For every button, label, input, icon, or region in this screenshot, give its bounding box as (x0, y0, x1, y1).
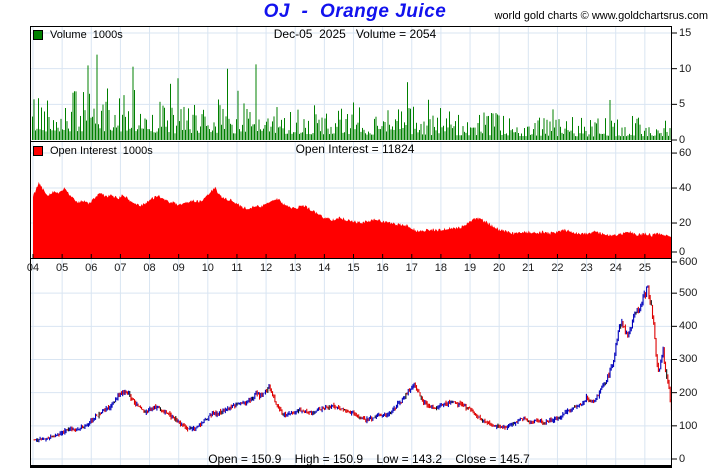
y-axis-tick-label: 60 (679, 147, 692, 160)
open-interest-readout: Open Interest = 11824 (295, 142, 415, 156)
x-axis-tick-label: 17 (405, 262, 418, 274)
x-axis-tick-label: 18 (434, 262, 448, 274)
y-axis-tick-label: 40 (679, 182, 692, 195)
x-axis-tick-label: 08 (143, 262, 156, 274)
y-axis-tick-label: 500 (679, 287, 698, 300)
y-axis-tick-label: 400 (679, 320, 698, 333)
y-axis-tick-label: 100 (679, 419, 698, 432)
y-axis-tick-label: 5 (679, 98, 686, 111)
volume-info-readout: Dec-05 2025 Volume = 2054 (273, 27, 437, 41)
x-axis-tick-label: 25 (638, 262, 651, 274)
x-axis-tick-label: 15 (347, 262, 360, 274)
y-axis-tick-label: 15 (679, 27, 692, 39)
y-axis-tick-label: 0 (679, 134, 686, 146)
attribution: world gold charts © www.goldchartsrus.co… (494, 10, 708, 22)
x-axis-tick-label: 13 (289, 262, 302, 274)
y-axis-tick-label: 0 (679, 246, 686, 258)
x-axis-tick-label: 22 (551, 262, 564, 274)
x-axis-tick-label: 19 (463, 262, 477, 274)
x-axis-tick-label: 23 (580, 262, 593, 274)
open-interest-legend-swatch-icon (33, 146, 43, 156)
x-axis-tick-label: 05 (56, 262, 69, 274)
x-axis-tick-label: 21 (522, 262, 535, 274)
volume-legend-label: Volume 1000s (50, 29, 123, 41)
y-axis-tick-label: 600 (679, 256, 698, 268)
y-axis-tick-label: 300 (679, 353, 698, 366)
volume-legend: Volume 1000s (33, 29, 123, 41)
x-axis-tick-label: 24 (609, 262, 622, 274)
x-axis-tick-label: 16 (376, 262, 389, 274)
x-axis-tick-label: 10 (201, 262, 214, 274)
y-axis-tick-label: 20 (679, 217, 692, 230)
x-axis-tick-label: 14 (318, 262, 331, 274)
open-interest-legend-label: Open Interest 1000s (50, 145, 153, 157)
y-axis-tick-label: 0 (679, 453, 686, 465)
x-axis-tick-label: 09 (172, 262, 185, 274)
volume-legend-swatch-icon (33, 30, 43, 40)
x-axis-tick-label: 20 (493, 262, 506, 274)
open-interest-legend: Open Interest 1000s (33, 145, 153, 157)
chart-title: OJ - Orange Juice (263, 1, 447, 22)
ohlc-readout: Open = 150.9 High = 150.9 Low = 143.2 Cl… (208, 452, 530, 466)
x-axis-tick-label: 12 (259, 262, 273, 274)
x-axis-tick-label: 11 (231, 262, 243, 274)
x-axis-tick-label: 04 (26, 262, 40, 274)
x-axis-tick-label: 07 (114, 262, 127, 274)
y-axis-tick-label: 200 (679, 386, 698, 399)
x-axis-tick-label: 06 (85, 262, 98, 274)
y-axis-tick-label: 10 (679, 62, 692, 75)
